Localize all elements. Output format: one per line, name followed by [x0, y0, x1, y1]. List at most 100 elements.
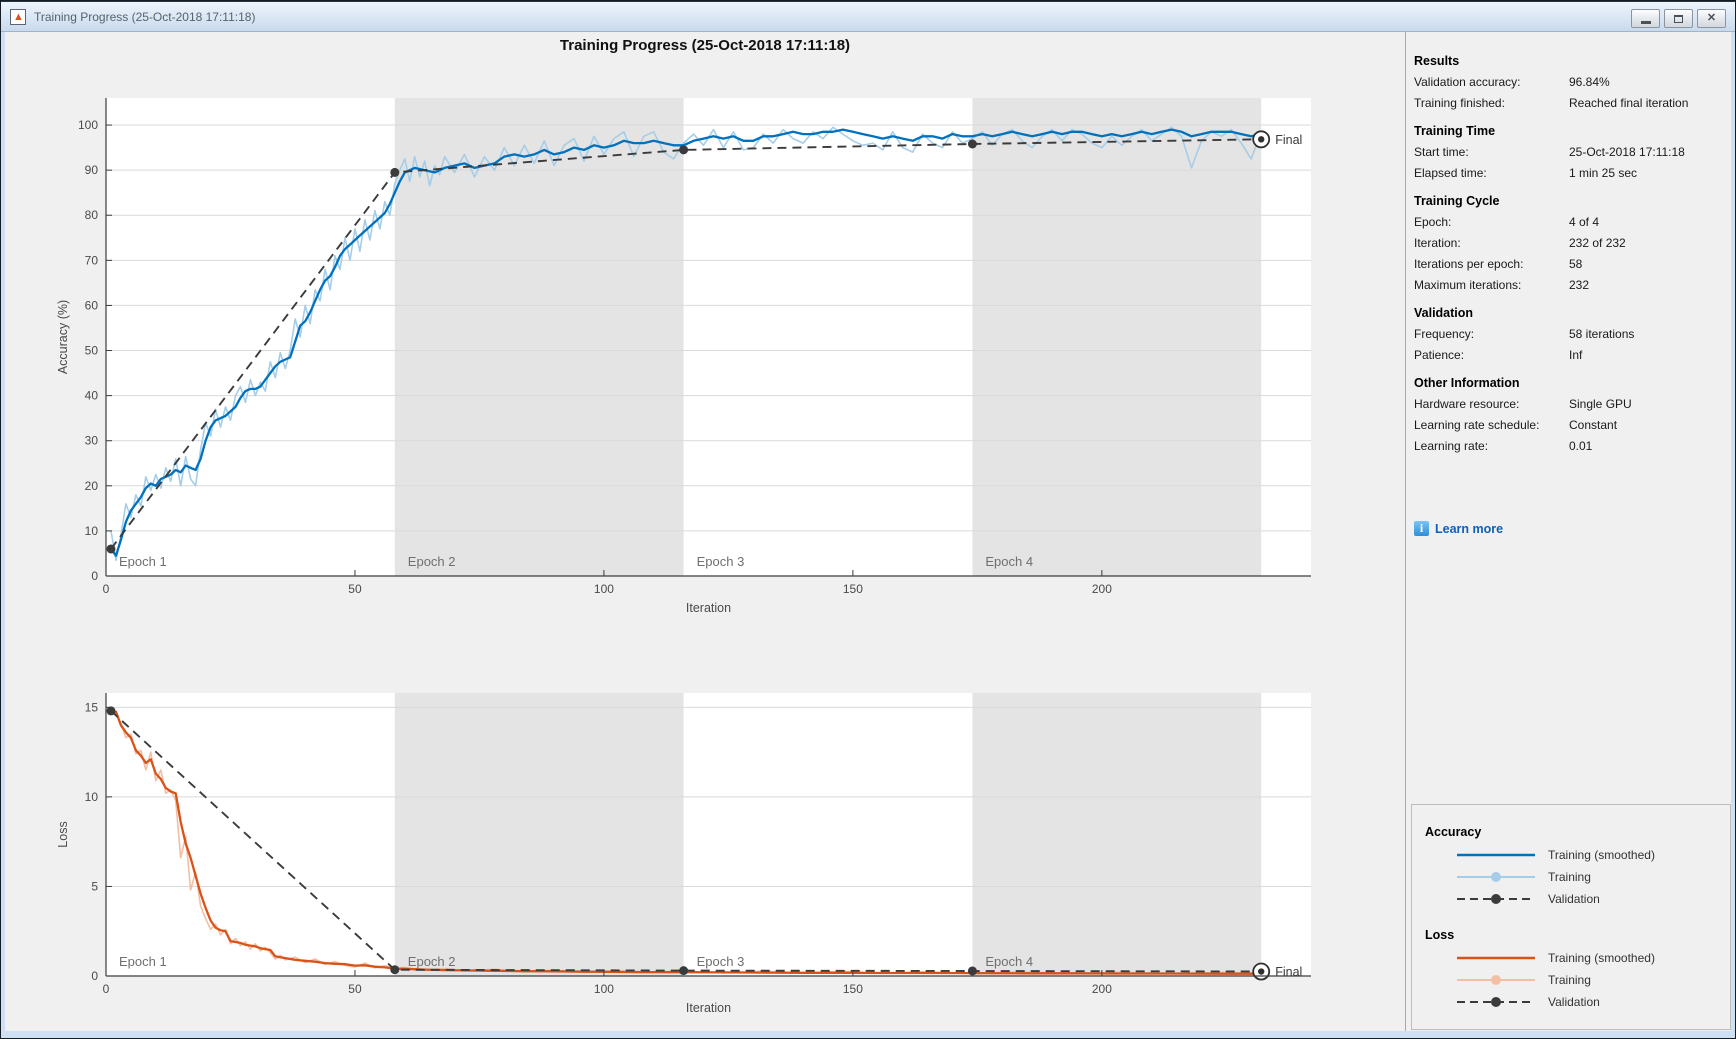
legend-item: Validation — [1425, 991, 1730, 1013]
epoch-label: Epoch 3 — [697, 954, 745, 969]
legend-label: Training (smoothed) — [1548, 848, 1655, 862]
legend-label: Training — [1548, 973, 1591, 987]
svg-text:10: 10 — [85, 524, 99, 538]
info-label: Patience: — [1414, 347, 1465, 362]
svg-text:15: 15 — [85, 700, 99, 714]
legend-label: Validation — [1548, 995, 1600, 1009]
legend-group-title: Loss — [1425, 928, 1455, 942]
accuracy-dashed-line — [110, 138, 1262, 550]
svg-text:200: 200 — [1092, 982, 1112, 996]
learn-more-label: Learn more — [1435, 521, 1504, 536]
accuracy-solid-line — [110, 128, 1262, 557]
legend-label: Training (smoothed) — [1548, 951, 1655, 965]
legend-item: Validation — [1425, 888, 1730, 910]
legend: Accuracy Training (smoothed) Training Valid… — [1411, 804, 1731, 1030]
legend-label: Validation — [1548, 892, 1600, 906]
results-panel: Results Validation accuracy: 96.84% Trainin… — [1406, 32, 1731, 1031]
epoch-label: Epoch 2 — [408, 554, 456, 569]
svg-text:60: 60 — [85, 298, 99, 312]
svg-text:100: 100 — [78, 118, 98, 132]
info-row: Learning rate: 0.01 — [1414, 435, 1721, 456]
info-row: Epoch: 4 of 4 — [1414, 211, 1721, 232]
loss-chart: Final 0 50 100 150 200 0 5 10 15 Epoch 1 Epoch 2 Epo… — [56, 693, 1311, 1015]
epoch-label: Epoch 4 — [985, 554, 1033, 569]
svg-text:10: 10 — [85, 790, 99, 804]
info-value: Constant — [1569, 417, 1618, 432]
epoch-label: Epoch 4 — [985, 954, 1033, 969]
legend-swatch-dashed — [1457, 894, 1535, 904]
svg-text:0: 0 — [103, 582, 110, 596]
legend-item: Training — [1425, 969, 1730, 991]
section-heading: Training Time — [1414, 124, 1496, 138]
close-button[interactable]: ✕ — [1697, 9, 1726, 28]
info-icon: i — [1414, 521, 1429, 536]
learn-more-link[interactable]: i Learn more — [1414, 521, 1503, 536]
loss-solid-line — [110, 709, 1262, 975]
panel-sections: Results Validation accuracy: 96.84% Trainin… — [1414, 54, 1721, 456]
svg-text:40: 40 — [85, 389, 99, 403]
info-value: 25-Oct-2018 17:11:18 — [1569, 144, 1685, 159]
legend-groups: Accuracy Training (smoothed) Training Valid… — [1425, 825, 1730, 1013]
info-label: Iteration: — [1414, 235, 1461, 250]
maximize-button[interactable] — [1664, 9, 1693, 28]
info-row: Training finished: Reached final iteratio… — [1414, 92, 1721, 113]
info-label: Start time: — [1414, 144, 1469, 159]
info-row: Patience: Inf — [1414, 344, 1721, 365]
info-row: Validation accuracy: 96.84% — [1414, 71, 1721, 92]
info-row: Frequency: 58 iterations — [1414, 323, 1721, 344]
epoch-label: Epoch 1 — [119, 554, 167, 569]
info-label: Training finished: — [1414, 95, 1505, 110]
info-value: 96.84% — [1569, 74, 1610, 89]
legend-item: Training (smoothed) — [1425, 947, 1730, 969]
svg-text:20: 20 — [85, 479, 99, 493]
section-heading: Results — [1414, 54, 1460, 68]
epoch-label: Epoch 2 — [408, 954, 456, 969]
info-row: Maximum iterations: 232 — [1414, 274, 1721, 295]
legend-label: Training — [1548, 870, 1591, 884]
y-axis-label: Loss — [56, 821, 70, 847]
svg-text:0: 0 — [103, 982, 110, 996]
maximize-icon — [1674, 14, 1683, 23]
info-row: Learning rate schedule: Constant — [1414, 414, 1721, 435]
info-value: 232 of 232 — [1569, 235, 1626, 250]
accuracy-chart: Final 0 50 100 150 200 0 10 20 30 40 50 60 70 80 90 100 E… — [56, 98, 1311, 615]
epoch-band — [394, 693, 684, 976]
info-value: 4 of 4 — [1569, 214, 1600, 229]
x-axis-label: Iteration — [686, 601, 731, 615]
validation-marker — [390, 167, 400, 177]
info-value: Inf — [1569, 347, 1583, 362]
info-label: Hardware resource: — [1414, 396, 1520, 411]
legend-group: Accuracy Training (smoothed) Training Valid… — [1425, 825, 1730, 910]
info-row: Start time: 25-Oct-2018 17:11:18 — [1414, 141, 1721, 162]
info-label: Learning rate: — [1414, 438, 1489, 453]
svg-text:0: 0 — [91, 969, 98, 983]
section-heading: Validation — [1414, 306, 1474, 320]
info-row: Iterations per epoch: 58 — [1414, 253, 1721, 274]
x-axis-label: Iteration — [686, 1001, 731, 1015]
minimize-button[interactable] — [1631, 9, 1660, 28]
minimize-icon — [1640, 21, 1651, 24]
validation-marker — [106, 706, 116, 716]
svg-text:100: 100 — [594, 982, 614, 996]
info-label: Elapsed time: — [1414, 165, 1487, 180]
info-value: Reached final iteration — [1569, 95, 1689, 110]
info-value: 58 iterations — [1569, 326, 1635, 341]
svg-text:80: 80 — [85, 208, 99, 222]
svg-text:150: 150 — [843, 982, 863, 996]
svg-text:150: 150 — [843, 582, 863, 596]
info-label: Validation accuracy: — [1414, 74, 1521, 89]
info-label: Learning rate schedule: — [1414, 417, 1540, 432]
validation-marker — [967, 966, 977, 976]
legend-group-title: Accuracy — [1425, 825, 1482, 839]
validation-marker — [390, 965, 400, 975]
info-label: Iterations per epoch: — [1414, 256, 1524, 271]
svg-text:0: 0 — [91, 569, 98, 583]
titlebar: ▲ Training Progress (25-Oct-2018 17:11:1… — [1, 1, 1735, 32]
epoch-band — [972, 98, 1262, 576]
figure-title: Training Progress (25-Oct-2018 17:11:18) — [559, 37, 851, 54]
info-value: 0.01 — [1569, 438, 1593, 453]
window-controls: ✕ — [1631, 9, 1726, 28]
epoch-label: Epoch 3 — [697, 554, 745, 569]
